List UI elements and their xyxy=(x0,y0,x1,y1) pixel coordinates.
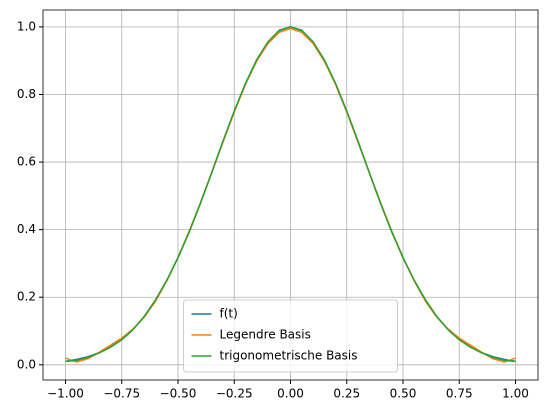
x-tick-label: 0.00 xyxy=(277,387,304,401)
y-tick-label: 0.2 xyxy=(17,290,36,304)
legend-label: Legendre Basis xyxy=(220,328,311,342)
x-tick-label: 0.25 xyxy=(333,387,360,401)
x-tick-label: −1.00 xyxy=(47,387,84,401)
y-tick-label: 0.4 xyxy=(17,222,36,236)
line-series xyxy=(65,26,516,363)
plot-frame xyxy=(42,9,539,381)
x-tick-label: 0.75 xyxy=(446,387,473,401)
x-tick-label: −0.25 xyxy=(216,387,253,401)
x-tick-label: −0.50 xyxy=(160,387,197,401)
y-tick-label: 0.6 xyxy=(17,155,36,169)
y-tick-label: 1.0 xyxy=(17,19,36,33)
x-tick-label: −0.75 xyxy=(103,387,140,401)
legend-label: trigonometrische Basis xyxy=(220,349,358,363)
legend-box xyxy=(183,299,398,373)
y-tick-label: 0.0 xyxy=(17,357,36,371)
legend-label: f(t) xyxy=(220,307,238,321)
x-tick-label: 0.50 xyxy=(390,387,417,401)
y-tick-label: 0.8 xyxy=(17,87,36,101)
x-tick-label: 1.00 xyxy=(502,387,529,401)
